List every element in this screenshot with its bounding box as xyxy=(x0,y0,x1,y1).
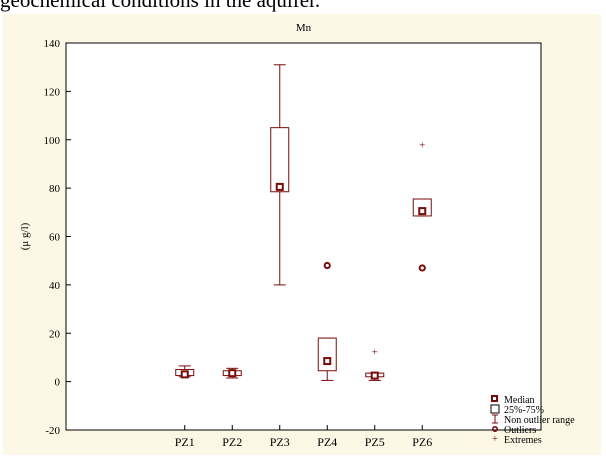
legend-label: Non outlier range xyxy=(504,415,575,426)
extreme-point: + xyxy=(419,140,425,152)
y-tick-label: 80 xyxy=(49,183,61,195)
legend-extreme-symbol: + xyxy=(492,434,498,445)
iqr-box xyxy=(317,337,337,372)
chart-panel: Mn (μ g/l) -20 0 20 40 60 80 100 120 140 PZ1 PZ2 PZ3 P… xyxy=(3,14,601,455)
median-marker xyxy=(180,370,189,379)
y-tick-label: -20 xyxy=(45,425,60,437)
median-marker xyxy=(418,207,427,216)
legend-median-symbol xyxy=(491,395,498,402)
median-marker xyxy=(370,371,379,380)
chart-title: Mn xyxy=(296,22,312,34)
boxplot-chart: Mn (μ g/l) -20 0 20 40 60 80 100 120 140 PZ1 PZ2 PZ3 P… xyxy=(19,22,575,449)
legend-box-symbol xyxy=(490,404,500,414)
legend-outlier-symbol xyxy=(491,425,498,432)
outlier-point xyxy=(418,264,426,272)
iqr-box xyxy=(270,127,290,193)
y-axis-label: (μ g/l) xyxy=(19,222,31,250)
y-tick-label: 120 xyxy=(44,86,61,98)
median-marker xyxy=(275,182,284,191)
legend-label: Outliers xyxy=(504,425,536,436)
median-marker xyxy=(323,357,332,366)
x-tick-label: PZ2 xyxy=(222,435,242,449)
y-tick-label: 0 xyxy=(55,377,61,389)
x-tick-label: PZ1 xyxy=(175,435,195,449)
outlier-point xyxy=(323,261,331,270)
y-tick-label: 40 xyxy=(49,280,61,292)
y-tick-label: 140 xyxy=(44,38,61,50)
plot-area xyxy=(65,42,542,431)
document-text-fragment: geochemical conditions in the aquifer. xyxy=(0,0,321,12)
y-tick-label: 60 xyxy=(49,232,61,244)
extreme-point: + xyxy=(372,346,378,358)
x-tick-label: PZ5 xyxy=(365,435,385,449)
legend-label: Extremes xyxy=(504,435,542,446)
x-tick-label: PZ3 xyxy=(270,435,290,449)
x-tick-label: PZ6 xyxy=(412,435,432,449)
y-tick-label: 100 xyxy=(44,135,61,147)
median-marker xyxy=(228,369,237,378)
y-tick-label: 20 xyxy=(49,328,61,340)
legend-label: 25%-75% xyxy=(504,405,544,416)
x-tick-label: PZ4 xyxy=(317,435,337,449)
legend-label: Median xyxy=(504,395,535,406)
